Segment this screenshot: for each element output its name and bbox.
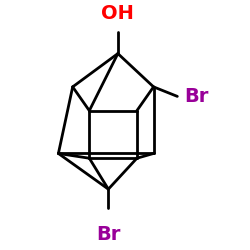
Text: Br: Br xyxy=(96,225,120,244)
Text: Br: Br xyxy=(184,87,209,106)
Text: OH: OH xyxy=(102,4,134,23)
